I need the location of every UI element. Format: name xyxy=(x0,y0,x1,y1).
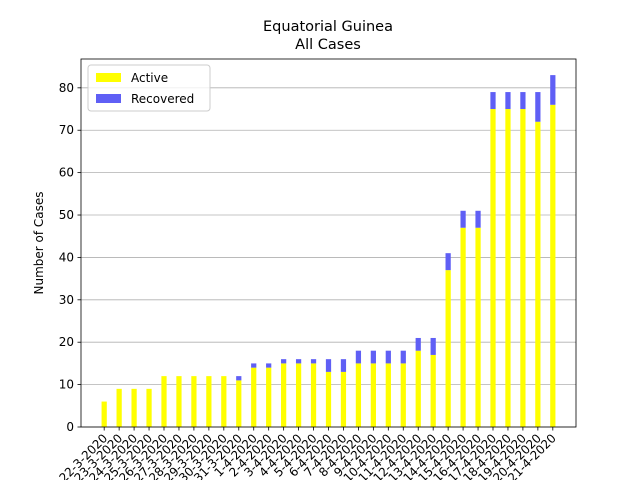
bar xyxy=(236,376,242,381)
y-tick-label: 30 xyxy=(59,293,74,307)
bar xyxy=(490,92,496,110)
bar xyxy=(236,380,242,427)
bar xyxy=(370,350,376,364)
bar xyxy=(445,270,451,427)
legend-label: Active xyxy=(131,71,168,85)
bar xyxy=(355,350,362,364)
bar xyxy=(266,363,272,368)
chart-title: Equatorial Guinea xyxy=(263,19,393,35)
bar xyxy=(415,337,421,351)
bar xyxy=(385,363,391,427)
bar xyxy=(400,350,406,364)
bar xyxy=(550,104,556,427)
bar xyxy=(281,363,287,427)
bar xyxy=(206,376,212,427)
bar xyxy=(490,109,496,427)
bar xyxy=(310,363,317,427)
bar xyxy=(475,210,481,228)
bar xyxy=(101,401,107,427)
bar xyxy=(176,376,182,427)
bar xyxy=(520,109,526,427)
chart-subtitle: All Cases xyxy=(295,37,361,53)
bar xyxy=(445,253,451,271)
bar xyxy=(146,388,152,427)
bar xyxy=(430,354,436,427)
bar xyxy=(550,75,556,105)
bar xyxy=(505,109,511,427)
bar xyxy=(520,92,526,110)
y-tick-label: 60 xyxy=(59,166,74,180)
y-tick-label: 40 xyxy=(59,250,74,264)
bar xyxy=(400,363,406,427)
y-axis-label: Number of Cases xyxy=(32,191,46,294)
legend-label: Recovered xyxy=(131,92,194,106)
y-tick-label: 20 xyxy=(59,335,74,349)
bar xyxy=(251,367,257,427)
bar xyxy=(505,92,511,110)
y-tick-label: 10 xyxy=(59,378,74,392)
bar xyxy=(131,388,137,427)
bar xyxy=(325,371,332,427)
y-tick-label: 70 xyxy=(59,123,74,137)
bar xyxy=(430,337,436,355)
plot-frame xyxy=(80,58,577,428)
bar xyxy=(251,363,257,368)
y-tick-label: 80 xyxy=(59,81,74,95)
legend-swatch xyxy=(96,73,121,82)
bar xyxy=(161,376,167,427)
bar xyxy=(266,367,272,427)
legend-swatch xyxy=(96,94,121,103)
bar xyxy=(340,359,347,372)
bar xyxy=(385,350,391,364)
y-tick-label: 50 xyxy=(59,208,74,222)
bar xyxy=(340,371,347,427)
bar xyxy=(460,210,466,228)
bar xyxy=(116,388,122,427)
bar xyxy=(535,92,541,122)
bar xyxy=(310,359,317,364)
bar xyxy=(325,359,332,372)
bar xyxy=(370,363,376,427)
bar xyxy=(475,227,481,427)
bar xyxy=(295,359,302,364)
bar xyxy=(221,376,227,427)
bar xyxy=(535,121,541,427)
bar xyxy=(415,350,421,427)
bar xyxy=(460,227,466,427)
y-tick-label: 0 xyxy=(66,420,74,434)
bar xyxy=(281,359,287,364)
bar xyxy=(191,376,197,427)
bar xyxy=(355,363,362,427)
bar xyxy=(295,363,302,427)
